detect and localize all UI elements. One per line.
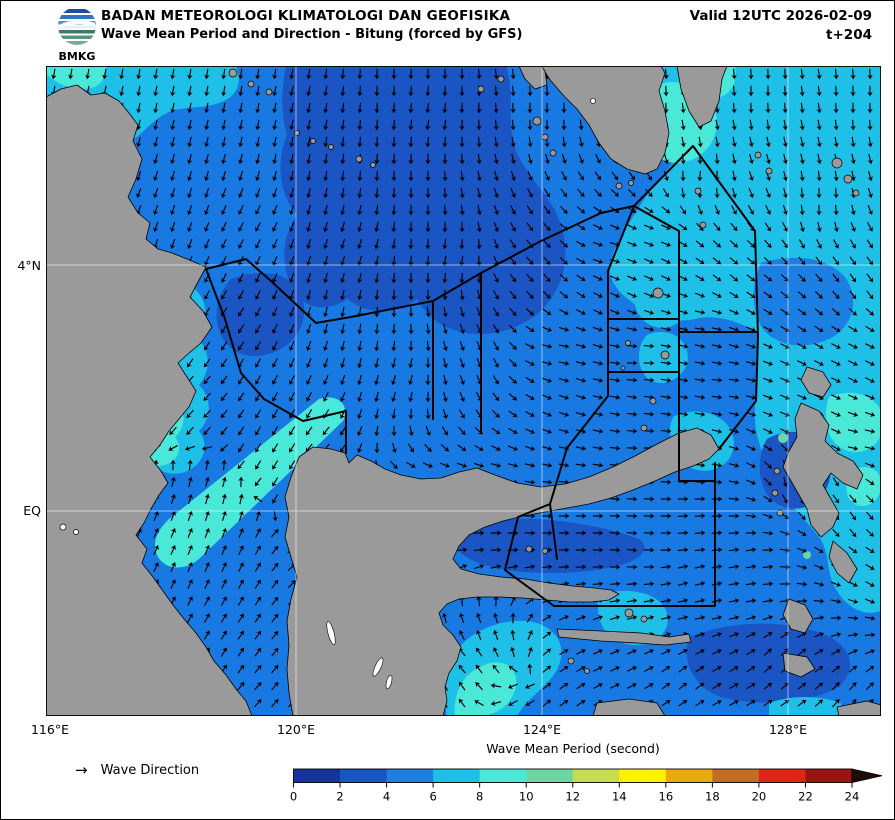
colorbar-title: Wave Mean Period (second) xyxy=(486,741,660,756)
svg-text:16: 16 xyxy=(659,790,674,804)
lon-label-124e: 124°E xyxy=(522,722,561,737)
lon-label-120e: 120°E xyxy=(276,722,315,737)
svg-text:12: 12 xyxy=(565,790,580,804)
lon-label-116e: 116°E xyxy=(30,722,69,737)
wave-direction-label: Wave Direction xyxy=(100,762,200,778)
wave-direction-legend: → Wave Direction xyxy=(75,761,199,779)
svg-text:20: 20 xyxy=(752,790,767,804)
wave-direction-arrow-icon: → xyxy=(75,761,88,779)
colorbar: 0 2 4 6 8 10 12 14 16 18 20 22 24 xyxy=(290,768,883,804)
bmkg-logo: BMKG xyxy=(58,7,96,62)
lat-label-4n: 4°N xyxy=(17,258,41,273)
svg-text:14: 14 xyxy=(612,790,627,804)
forecast-step: t+204 xyxy=(826,27,872,43)
map-canvas xyxy=(46,66,881,716)
svg-text:10: 10 xyxy=(519,790,534,804)
logo-caption: BMKG xyxy=(59,50,96,62)
svg-text:8: 8 xyxy=(476,790,483,804)
svg-text:22: 22 xyxy=(798,790,813,804)
lon-label-128e: 128°E xyxy=(768,722,807,737)
svg-text:2: 2 xyxy=(336,790,343,804)
agency-title: BADAN METEOROLOGI KLIMATOLOGI DAN GEOFIS… xyxy=(101,8,511,24)
svg-text:24: 24 xyxy=(845,790,860,804)
valid-time: Valid 12UTC 2026-02-09 xyxy=(689,8,872,24)
svg-text:4: 4 xyxy=(383,790,390,804)
svg-text:18: 18 xyxy=(705,790,720,804)
product-title: Wave Mean Period and Direction - Bitung … xyxy=(101,27,523,42)
svg-text:0: 0 xyxy=(290,790,297,804)
lat-label-eq: EQ xyxy=(23,503,41,518)
svg-text:6: 6 xyxy=(429,790,436,804)
